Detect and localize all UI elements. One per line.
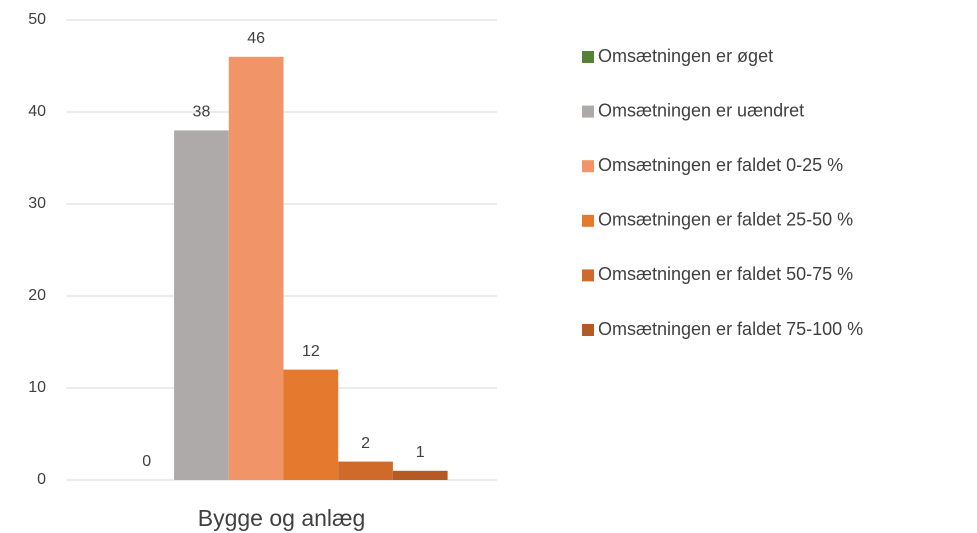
legend-label: Omsætningen er faldet 25-50 % — [598, 210, 853, 230]
y-tick-label: 50 — [28, 11, 46, 28]
data-label: 12 — [302, 343, 320, 360]
y-tick-label: 20 — [28, 287, 46, 304]
legend-swatch — [582, 324, 594, 336]
legend-swatch — [582, 105, 594, 118]
bar — [392, 470, 448, 480]
x-tick-label: Bygge og anlæg — [198, 505, 366, 531]
legend-label: Omsætningen er faldet 50-75 % — [598, 264, 853, 284]
legend-swatch — [582, 160, 594, 173]
data-label: 46 — [247, 30, 265, 47]
legend-label: Omsætningen er faldet 75-100 % — [598, 319, 863, 339]
legend-swatch — [582, 51, 594, 63]
legend-swatch — [582, 269, 594, 282]
y-tick-label: 30 — [28, 195, 46, 212]
bar — [283, 369, 339, 480]
data-label: 1 — [416, 444, 425, 461]
bar — [338, 461, 393, 480]
bar — [228, 56, 284, 481]
data-label: 38 — [193, 104, 211, 121]
y-tick-label: 0 — [37, 471, 46, 488]
legend-label: Omsætningen er øget — [598, 46, 773, 66]
data-label: 2 — [361, 435, 370, 452]
y-tick-label: 10 — [28, 379, 46, 396]
bar — [174, 130, 229, 480]
legend-label: Omsætningen er uændret — [598, 100, 804, 120]
y-tick-label: 40 — [28, 103, 46, 120]
legend-label: Omsætningen er faldet 0-25 % — [598, 155, 843, 175]
data-label: 0 — [142, 453, 151, 470]
legend-swatch — [582, 214, 594, 227]
